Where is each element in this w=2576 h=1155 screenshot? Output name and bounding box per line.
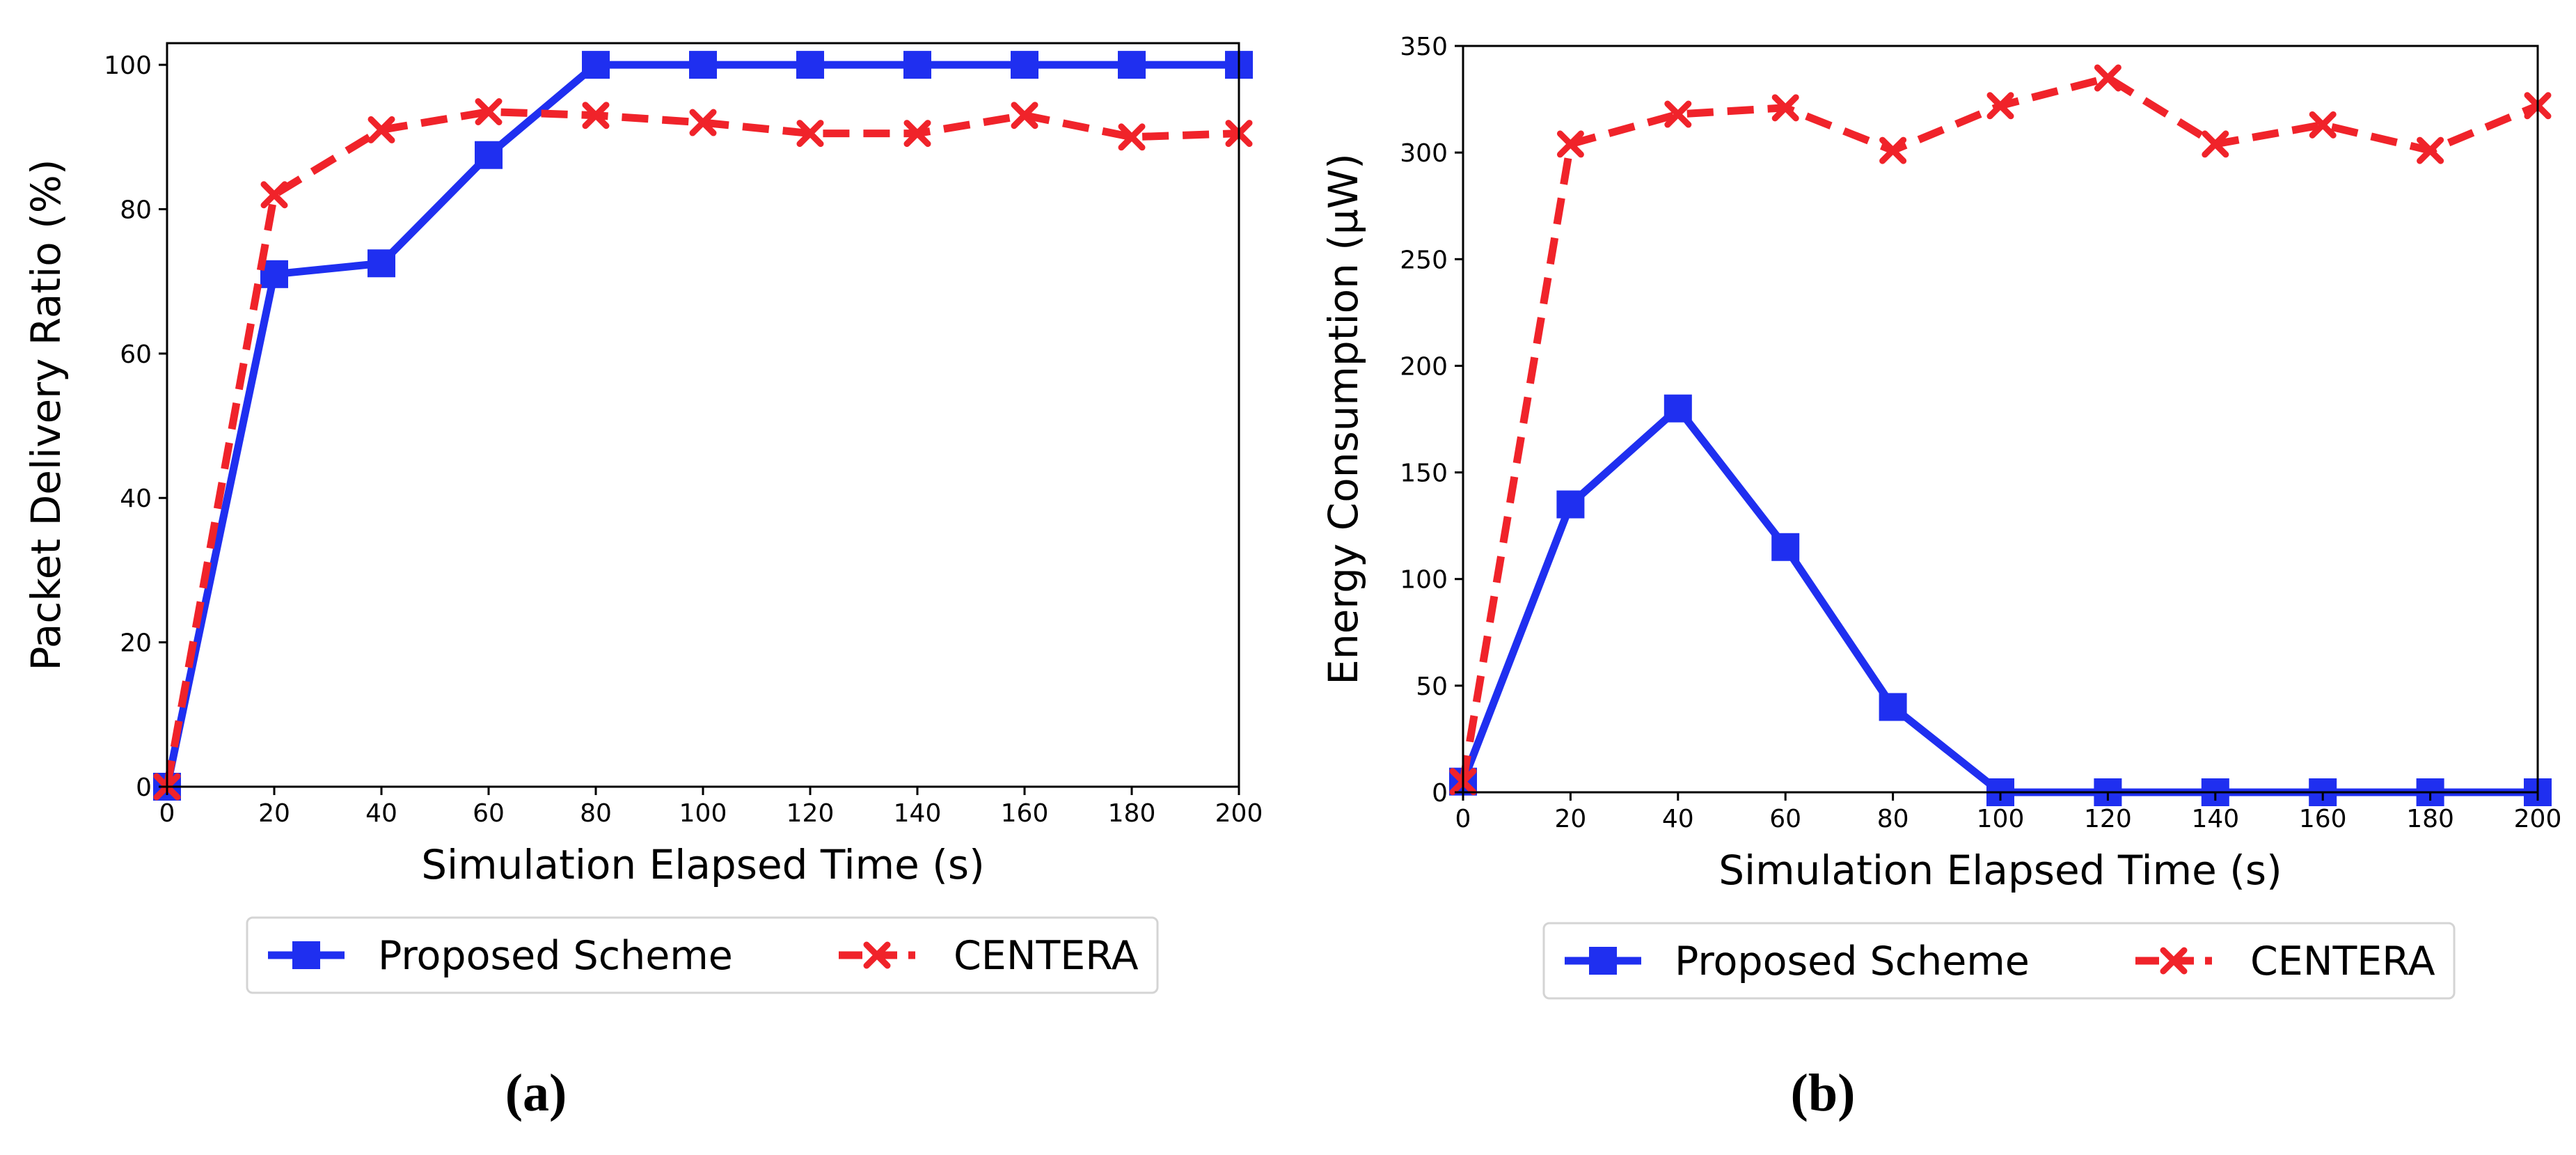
panel-label: (a) bbox=[505, 1064, 567, 1122]
data-point-proposed bbox=[1011, 51, 1038, 79]
legend-marker-proposed bbox=[292, 941, 320, 969]
x-tick-label: 0 bbox=[159, 799, 175, 828]
x-tick-label: 200 bbox=[2514, 805, 2562, 833]
data-point-proposed bbox=[1118, 51, 1146, 79]
data-point-centera bbox=[582, 102, 610, 129]
x-tick-label: 20 bbox=[258, 799, 290, 828]
y-axis-label: Energy Consumption (µW) bbox=[1320, 153, 1367, 685]
x-tick-label: 200 bbox=[1215, 799, 1263, 828]
x-tick-label: 100 bbox=[679, 799, 727, 828]
legend-label-proposed: Proposed Scheme bbox=[378, 933, 733, 979]
data-point-proposed bbox=[1664, 394, 1692, 423]
y-axis-label: Packet Delivery Ratio (%) bbox=[22, 159, 70, 670]
data-point-centera bbox=[368, 116, 395, 143]
plot-frame bbox=[1462, 45, 2539, 794]
data-point-centera bbox=[2417, 136, 2444, 164]
y-tick-label: 100 bbox=[1400, 566, 1448, 595]
data-point-centera bbox=[903, 120, 931, 148]
data-point-centera bbox=[1556, 130, 1584, 158]
chart-a: 0 20 40 60 80 100 120 140 160 180 200 0 20 40 60 80 100 S… bbox=[22, 42, 1263, 1122]
legend-marker-centera bbox=[863, 941, 891, 969]
legend-box bbox=[1542, 922, 2456, 1000]
x-tick-label: 160 bbox=[2299, 805, 2347, 833]
y-tick-label: 150 bbox=[1400, 459, 1448, 488]
series-line-centera bbox=[1459, 74, 2540, 783]
x-axis-label: Simulation Elapsed Time (s) bbox=[1718, 847, 2282, 894]
y-tick-label: 60 bbox=[120, 340, 152, 369]
y-tick-label: 100 bbox=[104, 52, 152, 80]
x-tick-label: 60 bbox=[473, 799, 505, 828]
x-tick-label: 160 bbox=[1001, 799, 1049, 828]
data-point-proposed bbox=[1879, 693, 1907, 721]
x-tick-label: 20 bbox=[1554, 805, 1586, 833]
x-tick-label: 60 bbox=[1769, 805, 1801, 833]
x-tick-label: 40 bbox=[1662, 805, 1694, 833]
legend-label-centera: CENTERA bbox=[954, 933, 1139, 979]
series-line-centera bbox=[163, 108, 1240, 787]
y-tick-label: 200 bbox=[1400, 352, 1448, 381]
x-tick-label: 80 bbox=[580, 799, 612, 828]
plot-frame bbox=[166, 42, 1240, 788]
data-point-proposed bbox=[582, 51, 610, 79]
data-point-centera bbox=[1986, 92, 2014, 120]
data-point-centera bbox=[475, 98, 503, 126]
series-line-proposed bbox=[163, 61, 1239, 788]
legend-marker-proposed bbox=[1589, 947, 1617, 975]
x-axis-label: Simulation Elapsed Time (s) bbox=[421, 841, 985, 888]
data-point-centera bbox=[689, 109, 717, 136]
y-tick-label: 350 bbox=[1400, 33, 1448, 61]
y-tick-label: 300 bbox=[1400, 139, 1448, 168]
y-tick-label: 80 bbox=[120, 196, 152, 224]
x-tick-label: 140 bbox=[894, 799, 942, 828]
x-tick-label: 80 bbox=[1877, 805, 1909, 833]
series-line-proposed bbox=[1459, 404, 2538, 796]
legend-label-proposed: Proposed Scheme bbox=[1675, 938, 2030, 984]
data-point-proposed bbox=[368, 249, 395, 278]
x-tick-label: 40 bbox=[365, 799, 397, 828]
y-tick-label: 0 bbox=[136, 773, 152, 802]
legend-box bbox=[246, 916, 1159, 994]
data-point-centera bbox=[1664, 100, 1692, 128]
y-tick-label: 50 bbox=[1416, 673, 1448, 701]
x-tick-label: 120 bbox=[2084, 805, 2132, 833]
y-tick-label: 40 bbox=[120, 485, 152, 513]
data-point-proposed bbox=[903, 51, 931, 79]
data-point-centera bbox=[2202, 130, 2229, 158]
data-point-centera bbox=[1011, 102, 1038, 129]
data-point-proposed bbox=[796, 51, 824, 79]
legend-marker-centera bbox=[2160, 947, 2188, 975]
data-point-proposed bbox=[475, 141, 503, 169]
x-tick-label: 140 bbox=[2191, 805, 2239, 833]
y-tick-label: 0 bbox=[1432, 779, 1448, 808]
chart-b: 0 20 40 60 80 100 120 140 160 180 200 0 50 100 150 200 2… bbox=[1320, 33, 2561, 1122]
data-point-proposed bbox=[689, 51, 717, 79]
data-point-centera bbox=[1118, 123, 1146, 151]
data-point-proposed bbox=[1771, 533, 1800, 561]
legend-label-centera: CENTERA bbox=[2250, 938, 2435, 984]
data-point-centera bbox=[2094, 64, 2121, 92]
y-tick-label: 250 bbox=[1400, 246, 1448, 274]
x-tick-label: 120 bbox=[787, 799, 835, 828]
y-tick-label: 20 bbox=[120, 629, 152, 658]
data-point-centera bbox=[1771, 94, 1799, 122]
x-tick-label: 100 bbox=[1977, 805, 2025, 833]
data-point-proposed bbox=[1556, 490, 1585, 519]
data-point-centera bbox=[260, 181, 288, 209]
data-point-centera bbox=[796, 120, 824, 148]
panel-label: (b) bbox=[1791, 1064, 1856, 1122]
x-tick-label: 180 bbox=[1108, 799, 1156, 828]
x-tick-label: 0 bbox=[1455, 805, 1471, 833]
data-point-centera bbox=[2309, 111, 2337, 139]
x-tick-label: 180 bbox=[2406, 805, 2454, 833]
data-point-centera bbox=[1879, 136, 1907, 164]
